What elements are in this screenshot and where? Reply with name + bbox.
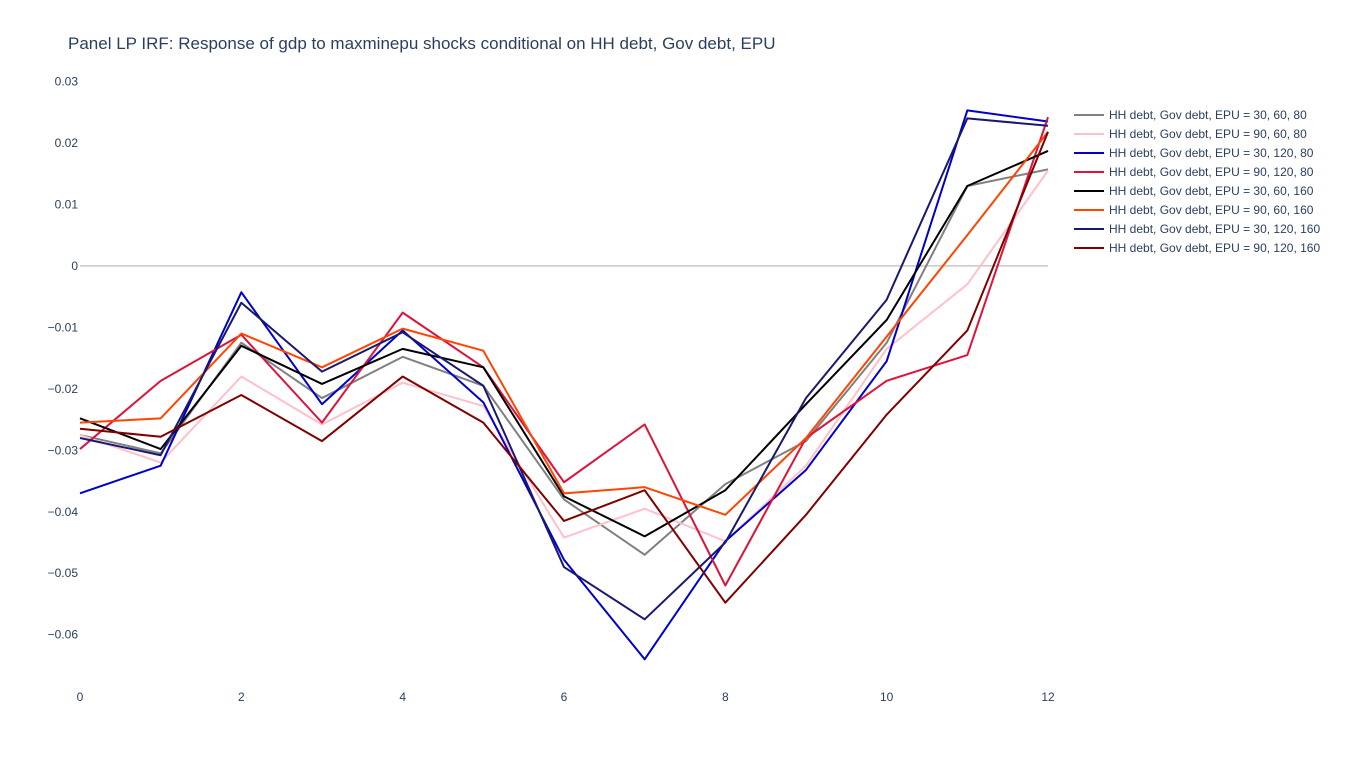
legend-item[interactable]: HH debt, Gov debt, EPU = 30, 60, 160 — [1074, 181, 1320, 200]
y-tick-label: 0.02 — [55, 136, 79, 150]
y-tick-label: −0.03 — [48, 443, 79, 457]
legend-item[interactable]: HH debt, Gov debt, EPU = 90, 60, 80 — [1074, 124, 1320, 143]
y-tick-label: 0 — [71, 259, 78, 273]
legend-swatch — [1074, 170, 1104, 173]
legend-swatch — [1074, 132, 1104, 135]
y-tick-label: −0.04 — [48, 505, 79, 519]
legend-label: HH debt, Gov debt, EPU = 90, 120, 160 — [1109, 240, 1321, 255]
legend-item[interactable]: HH debt, Gov debt, EPU = 90, 60, 160 — [1074, 200, 1320, 219]
legend-label: HH debt, Gov debt, EPU = 30, 120, 160 — [1109, 221, 1321, 236]
legend-item[interactable]: HH debt, Gov debt, EPU = 90, 120, 80 — [1074, 162, 1320, 181]
legend-label: HH debt, Gov debt, EPU = 90, 60, 80 — [1109, 126, 1307, 141]
legend-swatch — [1074, 151, 1104, 154]
legend-swatch — [1074, 189, 1104, 192]
series-line[interactable] — [79, 170, 1049, 543]
series-line[interactable] — [79, 131, 1049, 604]
y-tick-label: −0.06 — [48, 628, 79, 642]
series-lines — [79, 109, 1049, 661]
legend-swatch — [1074, 246, 1104, 249]
legend-swatch — [1074, 227, 1104, 230]
x-tick-label: 12 — [1041, 690, 1055, 704]
x-tick-label: 10 — [880, 690, 894, 704]
legend-label: HH debt, Gov debt, EPU = 90, 60, 160 — [1109, 202, 1314, 217]
legend-label: HH debt, Gov debt, EPU = 30, 120, 80 — [1109, 145, 1314, 160]
legend-swatch — [1074, 113, 1104, 116]
legend-label: HH debt, Gov debt, EPU = 30, 60, 80 — [1109, 107, 1307, 122]
x-tick-label: 6 — [561, 690, 568, 704]
x-tick-label: 2 — [238, 690, 245, 704]
legend-item[interactable]: HH debt, Gov debt, EPU = 30, 60, 80 — [1074, 105, 1320, 124]
legend-label: HH debt, Gov debt, EPU = 90, 120, 80 — [1109, 164, 1314, 179]
series-line[interactable] — [79, 150, 1049, 538]
series-line[interactable] — [79, 117, 1049, 621]
series-line[interactable] — [79, 131, 1049, 516]
y-tick-label: −0.01 — [48, 320, 79, 334]
x-tick-label: 0 — [77, 690, 84, 704]
legend-swatch — [1074, 208, 1104, 211]
x-axis-ticks: 0 2 4 6 8 10 12 — [77, 690, 1055, 704]
x-tick-label: 4 — [399, 690, 406, 704]
legend-label: HH debt, Gov debt, EPU = 30, 60, 160 — [1109, 183, 1314, 198]
x-tick-label: 8 — [722, 690, 729, 704]
legend-item[interactable]: HH debt, Gov debt, EPU = 90, 120, 160 — [1074, 238, 1320, 257]
y-tick-label: 0.01 — [55, 197, 79, 211]
chart-legend: HH debt, Gov debt, EPU = 30, 60, 80 HH de… — [1074, 105, 1320, 257]
chart-title: Panel LP IRF: Response of gdp to maxmine… — [68, 34, 776, 53]
y-tick-label: −0.02 — [48, 382, 79, 396]
y-axis-ticks: −0.06 −0.05 −0.04 −0.03 −0.02 −0.01 0 0.01 0.02 0… — [48, 75, 79, 642]
legend-item[interactable]: HH debt, Gov debt, EPU = 30, 120, 80 — [1074, 143, 1320, 162]
y-tick-label: −0.05 — [48, 566, 79, 580]
series-line[interactable] — [79, 168, 1049, 556]
legend-item[interactable]: HH debt, Gov debt, EPU = 30, 120, 160 — [1074, 219, 1320, 238]
series-line[interactable] — [79, 109, 1049, 661]
y-tick-label: 0.03 — [55, 75, 79, 89]
